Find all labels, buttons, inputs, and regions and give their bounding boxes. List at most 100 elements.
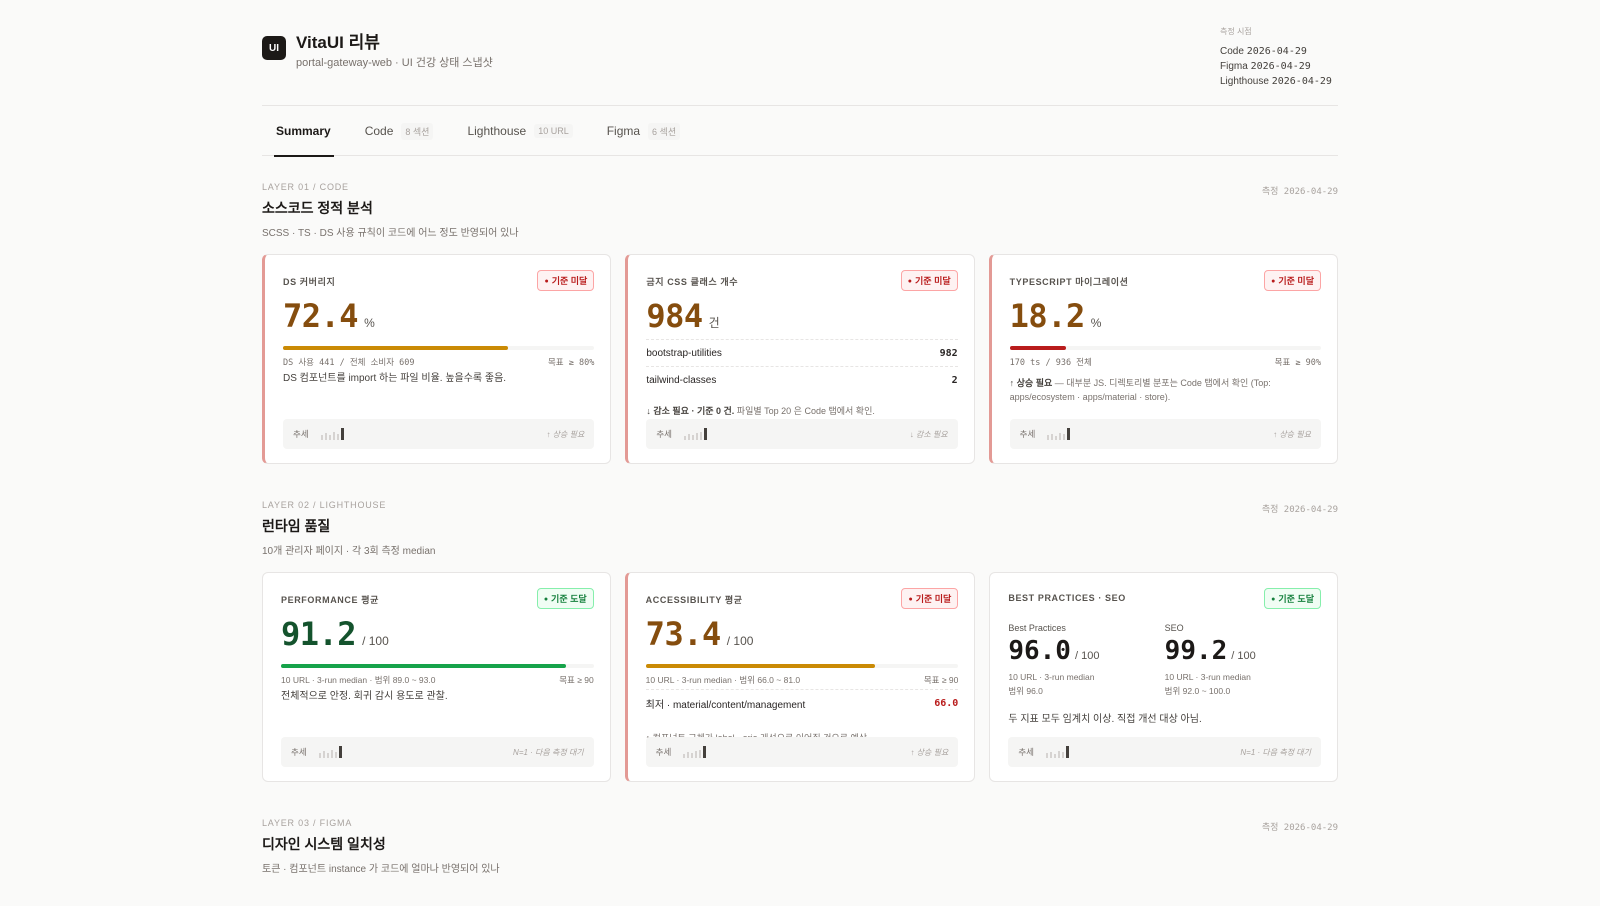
card-ds-coverage[interactable]: DS 커버리지 기준 미달 72.4% DS 사용 441 / 전체 소비자 6… <box>262 254 612 464</box>
breakdown-list: 최저 · material/content/management 66.0 <box>645 689 959 716</box>
status-badge: 기준 미달 <box>901 588 959 609</box>
sparkline-icon <box>318 746 342 758</box>
progress-bar <box>1009 346 1321 350</box>
trend-strip: 추세 N=1 · 다음 측정 대기 <box>281 737 594 767</box>
card-accessibility[interactable]: ACCESSIBILITY 평균 기준 미달 73.4/ 100 10 URL … <box>624 572 976 782</box>
metric-meta: 10 URL · 3-run median · 범위 89.0 ~ 93.0 목표… <box>281 675 594 685</box>
tab-figma-badge: 6 섹션 <box>648 122 681 140</box>
metric-meta: 170 ts / 936 전체 목표 ≥ 90% <box>1009 358 1321 368</box>
card-label: PERFORMANCE 평균 <box>281 595 379 605</box>
section-date: 측정 2026-04-29 <box>1261 187 1338 197</box>
measure-row-figma: Figma 2026-04-29 <box>1220 61 1311 72</box>
section-title: 디자인 시스템 일치성 <box>262 836 386 852</box>
card-label: 금지 CSS 클래스 개수 <box>646 277 739 287</box>
measure-row-lighthouse: Lighthouse 2026-04-29 <box>1220 76 1332 87</box>
section-date: 측정 2026-04-29 <box>1261 823 1338 833</box>
section-code-header: LAYER 01 / CODE 소스코드 정적 분석 SCSS · TS · D… <box>262 182 1338 254</box>
metric-value: 72.4% <box>283 297 375 335</box>
metric-note: 전체적으로 안정. 회귀 감시 용도로 관찰. <box>281 691 448 702</box>
section-layer: LAYER 02 / LIGHTHOUSE <box>262 500 387 510</box>
tab-code[interactable]: Code 8 섹션 <box>350 106 449 156</box>
trend-strip: 추세 ↑ 상승 필요 <box>645 737 959 767</box>
measure-label: 측정 시점 <box>1220 27 1252 36</box>
metric-value: 91.2/ 100 <box>281 615 389 653</box>
metric-meta: 10 URL · 3-run median · 범위 66.0 ~ 81.0 목표… <box>645 675 959 685</box>
trend-label: 추세 <box>656 429 672 439</box>
tab-lighthouse[interactable]: Lighthouse 10 URL <box>452 106 587 156</box>
metric-value: 73.4/ 100 <box>645 615 754 653</box>
trend-strip: 추세 N=1 · 다음 측정 대기 <box>1008 737 1322 767</box>
section-desc: SCSS · TS · DS 사용 규칙이 코드에 어느 정도 반영되어 있나 <box>262 228 519 239</box>
sparkline-icon <box>683 428 707 440</box>
trend-label: 추세 <box>1019 429 1036 439</box>
status-badge: 기준 도달 <box>1264 588 1322 609</box>
metric-hint: ↓ 감소 필요 · 기준 0 건. 파일별 Top 20 은 Code 탭에서 … <box>646 406 875 416</box>
metric-note: DS 컴포넌트를 import 하는 파일 비율. 높을수록 좋음. <box>283 373 507 384</box>
sparkline-icon <box>683 746 707 758</box>
card-performance[interactable]: PERFORMANCE 평균 기준 도달 91.2/ 100 10 URL · … <box>262 572 611 782</box>
trend-note: ↑ 상승 필요 <box>546 429 585 439</box>
status-badge: 기준 미달 <box>537 270 595 291</box>
metric-seo: SEO 99.2/ 100 10 URL · 3-run median 범위 92… <box>1164 623 1256 696</box>
list-item: bootstrap-utilities 982 <box>646 339 958 366</box>
metric-note: 두 지표 모두 임계치 이상. 직접 개선 대상 아님. <box>1008 714 1202 725</box>
section-desc: 토큰 · 컴포넌트 instance 가 코드에 얼마나 반영되어 있나 <box>262 864 500 875</box>
metric-note: ↑ 상승 필요 — 대부분 JS. 디렉토리별 분포는 Code 탭에서 확인 … <box>1009 378 1271 402</box>
trend-label: 추세 <box>293 429 309 439</box>
status-badge: 기준 도달 <box>536 588 594 609</box>
section-lighthouse-header: LAYER 02 / LIGHTHOUSE 런타임 품질 10개 관리자 페이지… <box>262 500 1338 572</box>
progress-bar <box>281 664 594 668</box>
progress-fill <box>645 664 876 668</box>
list-item: 최저 · material/content/management 66.0 <box>645 689 959 716</box>
tab-bar: Summary Code 8 섹션 Lighthouse 10 URL Figma 6… <box>262 106 1338 157</box>
section-title: 런타임 품질 <box>262 518 331 534</box>
app-header: UI VitaUI 리뷰 portal-gateway-web · UI 건강 … <box>262 0 1338 106</box>
card-label: ACCESSIBILITY 평균 <box>645 595 743 605</box>
section-desc: 10개 관리자 페이지 · 각 3회 측정 median <box>262 546 436 557</box>
metric-best-practices: Best Practices 96.0/ 100 10 URL · 3-run … <box>1008 623 1100 696</box>
progress-fill <box>283 346 509 350</box>
metric-value: 984 건 <box>646 297 720 335</box>
list-item: tailwind-classes 2 <box>646 366 958 393</box>
section-date: 측정 2026-04-29 <box>1261 505 1338 515</box>
progress-fill <box>1009 346 1067 350</box>
section-layer: LAYER 01 / CODE <box>262 182 349 192</box>
metric-meta: DS 사용 441 / 전체 소비자 609 목표 ≥ 80% <box>283 358 595 368</box>
tab-summary[interactable]: Summary <box>262 106 346 157</box>
tab-code-badge: 8 섹션 <box>401 122 434 140</box>
progress-bar <box>645 664 959 668</box>
sparkline-icon <box>1045 746 1069 758</box>
card-label: TYPESCRIPT 마이그레이션 <box>1009 277 1129 287</box>
metric-value: 18.2% <box>1009 297 1102 335</box>
status-badge: 기준 미달 <box>900 270 958 291</box>
trend-note: N=1 · 다음 측정 대기 <box>1240 747 1312 757</box>
trend-note: N=1 · 다음 측정 대기 <box>513 747 584 757</box>
section-figma-header: LAYER 03 / FIGMA 디자인 시스템 일치성 토큰 · 컴포넌트 i… <box>262 818 1338 890</box>
trend-strip: 추세 ↑ 상승 필요 <box>283 419 595 449</box>
breakdown-list: bootstrap-utilities 982 tailwind-classes 2 <box>646 339 958 393</box>
card-best-practices-seo[interactable]: BEST PRACTICES · SEO 기준 도달 Best Practice… <box>989 572 1339 782</box>
trend-label: 추세 <box>1018 747 1034 757</box>
app-title: VitaUI 리뷰 <box>296 33 380 52</box>
tab-figma[interactable]: Figma 6 섹션 <box>592 106 695 156</box>
measure-info: 측정 시점 Code 2026-04-29 Figma 2026-04-29 L… <box>1220 26 1338 89</box>
trend-note: ↑ 상승 필요 <box>1273 429 1311 439</box>
sparkline-icon <box>1047 428 1071 440</box>
trend-strip: 추세 ↑ 상승 필요 <box>1009 419 1321 449</box>
code-cards: DS 커버리지 기준 미달 72.4% DS 사용 441 / 전체 소비자 6… <box>262 254 1338 464</box>
progress-fill <box>281 664 567 668</box>
trend-note: ↑ 상승 필요 <box>910 747 949 757</box>
sparkline-icon <box>320 428 344 440</box>
status-badge: 기준 미달 <box>1264 270 1321 291</box>
section-layer: LAYER 03 / FIGMA <box>262 818 353 828</box>
card-label: BEST PRACTICES · SEO <box>1008 593 1126 603</box>
section-title: 소스코드 정적 분석 <box>262 200 373 216</box>
page: UI VitaUI 리뷰 portal-gateway-web · UI 건강 … <box>262 0 1339 890</box>
lighthouse-cards: PERFORMANCE 평균 기준 도달 91.2/ 100 10 URL · … <box>262 572 1339 782</box>
trend-note: ↓ 감소 필요 <box>909 429 948 439</box>
trend-label: 추세 <box>655 747 672 757</box>
card-label: DS 커버리지 <box>283 277 336 287</box>
measure-row-code: Code 2026-04-29 <box>1220 46 1307 57</box>
card-typescript-migration[interactable]: TYPESCRIPT 마이그레이션 기준 미달 18.2% 170 ts / 9… <box>988 254 1338 464</box>
